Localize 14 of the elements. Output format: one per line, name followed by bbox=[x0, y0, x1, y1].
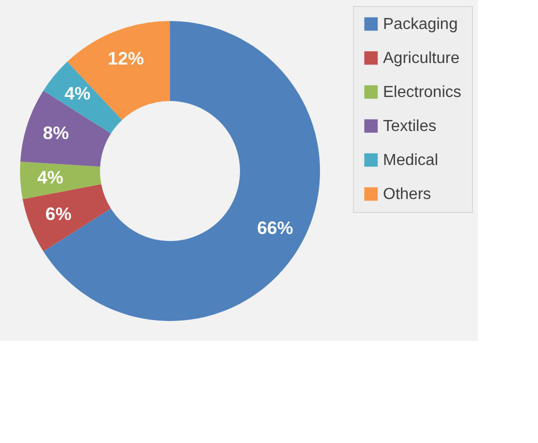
data-label: 66% bbox=[257, 218, 294, 238]
legend-label: Medical bbox=[383, 152, 438, 169]
legend-label: Packaging bbox=[383, 16, 458, 33]
data-label: 4% bbox=[37, 168, 64, 188]
data-label: 8% bbox=[42, 122, 69, 143]
data-label: 4% bbox=[64, 84, 91, 104]
legend-label: Electronics bbox=[383, 84, 462, 101]
donut-slice bbox=[22, 184, 111, 252]
data-label: 6% bbox=[45, 204, 72, 224]
legend-label: Textiles bbox=[383, 118, 436, 135]
legend-label: Others bbox=[383, 186, 432, 203]
legend-label: Agriculture bbox=[383, 50, 460, 67]
data-label: 12% bbox=[108, 48, 144, 68]
donut-slice bbox=[20, 162, 102, 200]
